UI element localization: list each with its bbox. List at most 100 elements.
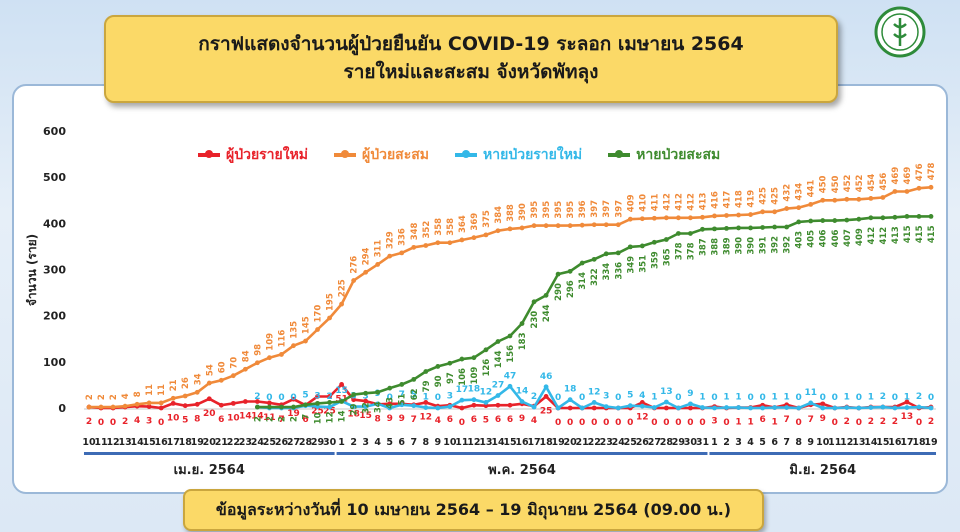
x-tick-label: 21 (576, 437, 589, 448)
data-label: 4 (435, 416, 441, 426)
data-point (435, 364, 441, 369)
data-point (242, 366, 248, 372)
data-label: 109 (470, 367, 480, 385)
data-point (700, 405, 705, 410)
data-label: 70 (229, 357, 239, 369)
data-point (928, 184, 934, 190)
data-label: 296 (566, 280, 576, 298)
x-tick-label: 26 (275, 437, 289, 448)
data-label: 2 (278, 416, 288, 422)
x-tick-label: 2 (723, 437, 730, 448)
data-point (748, 225, 753, 231)
data-label: 418 (735, 190, 745, 208)
x-tick-label: 24 (251, 437, 265, 448)
data-label: 1 (771, 393, 777, 403)
data-point (255, 360, 260, 366)
data-point (832, 218, 838, 223)
data-point (820, 218, 826, 223)
data-label: 62 (410, 388, 420, 400)
data-label: 1 (844, 393, 850, 403)
data-point (880, 215, 886, 221)
data-label: 405 (807, 230, 817, 248)
data-label: 412 (867, 227, 877, 245)
data-point (603, 222, 609, 228)
data-point (892, 189, 898, 194)
month-label: พ.ค. 2564 (488, 463, 556, 478)
data-label: 336 (614, 262, 624, 280)
data-point (255, 399, 260, 404)
data-point (363, 398, 369, 404)
data-point (856, 196, 862, 202)
data-point (411, 376, 417, 382)
data-label: 14 (338, 410, 348, 422)
data-point (375, 389, 381, 395)
data-point (122, 403, 128, 409)
data-label: 0 (98, 418, 104, 428)
data-point (339, 301, 344, 307)
data-label: 456 (879, 173, 889, 191)
data-label: 25 (323, 406, 336, 416)
data-point (507, 333, 513, 339)
data-label: 454 (867, 174, 877, 192)
data-point (663, 399, 669, 405)
x-tick-label: 20 (564, 437, 578, 448)
data-label: 1 (723, 393, 729, 403)
data-point (423, 243, 429, 248)
x-tick-label: 18 (539, 437, 553, 448)
legend-item-new-cases: ผู้ป่วยรายใหม่ (198, 144, 308, 166)
data-label: 12 (636, 412, 649, 422)
legend-label-new-cases: ผู้ป่วยรายใหม่ (226, 147, 309, 163)
data-point (399, 250, 405, 256)
data-label: 7 (784, 415, 790, 425)
data-point (110, 404, 116, 410)
data-point (832, 197, 838, 203)
chart-panel (12, 84, 948, 494)
data-label: 2 (254, 392, 260, 402)
data-label: 0 (856, 393, 862, 403)
data-point (531, 223, 537, 229)
data-label: 1 (735, 393, 741, 403)
page-title: กราฟแสดงจำนวนผู้ป่วยยืนยัน COVID-19 ระลอ… (198, 33, 744, 55)
data-label: 6 (471, 415, 477, 425)
data-point (315, 327, 320, 332)
data-label: 0 (675, 393, 681, 403)
data-point (904, 399, 910, 405)
data-point (495, 228, 501, 234)
legend-label-new-recovered: หายป่วยรายใหม่ (483, 147, 583, 163)
data-label: 12 (420, 412, 433, 422)
x-tick-label: 15 (876, 437, 889, 448)
data-label: 1 (651, 393, 657, 403)
data-point (916, 185, 922, 191)
data-label: 14 (516, 387, 529, 397)
data-label: 452 (843, 174, 853, 192)
y-tick-label: 500 (43, 171, 66, 184)
data-point (904, 405, 910, 410)
data-label: 2 (265, 416, 275, 422)
data-point (916, 404, 922, 410)
x-tick-label: 17 (167, 437, 180, 448)
data-point (507, 383, 513, 389)
data-point (146, 404, 152, 410)
data-point (796, 405, 802, 411)
x-tick-label: 22 (227, 437, 240, 448)
data-point (507, 402, 513, 408)
data-label: 195 (326, 293, 336, 311)
data-label: 6 (218, 415, 224, 425)
y-tick-label: 100 (43, 356, 66, 369)
x-tick-label: 10 (82, 437, 96, 448)
data-point (639, 243, 645, 249)
data-point (303, 402, 308, 408)
data-label: 2 (253, 416, 263, 422)
date-range-note: ข้อมูลระหว่างวันที่ 10 เมษายน 2564 – 19 … (183, 489, 764, 531)
data-point (868, 196, 874, 201)
data-label: 27 (492, 381, 505, 391)
month-label: เม.ย. 2564 (174, 463, 245, 478)
data-label: 225 (338, 279, 348, 297)
data-point (639, 216, 645, 222)
data-label: 116 (278, 330, 288, 348)
x-tick-label: 19 (551, 437, 564, 448)
data-point (543, 223, 549, 229)
data-point (724, 405, 729, 410)
data-label: 4 (531, 416, 537, 426)
data-point (688, 405, 693, 411)
